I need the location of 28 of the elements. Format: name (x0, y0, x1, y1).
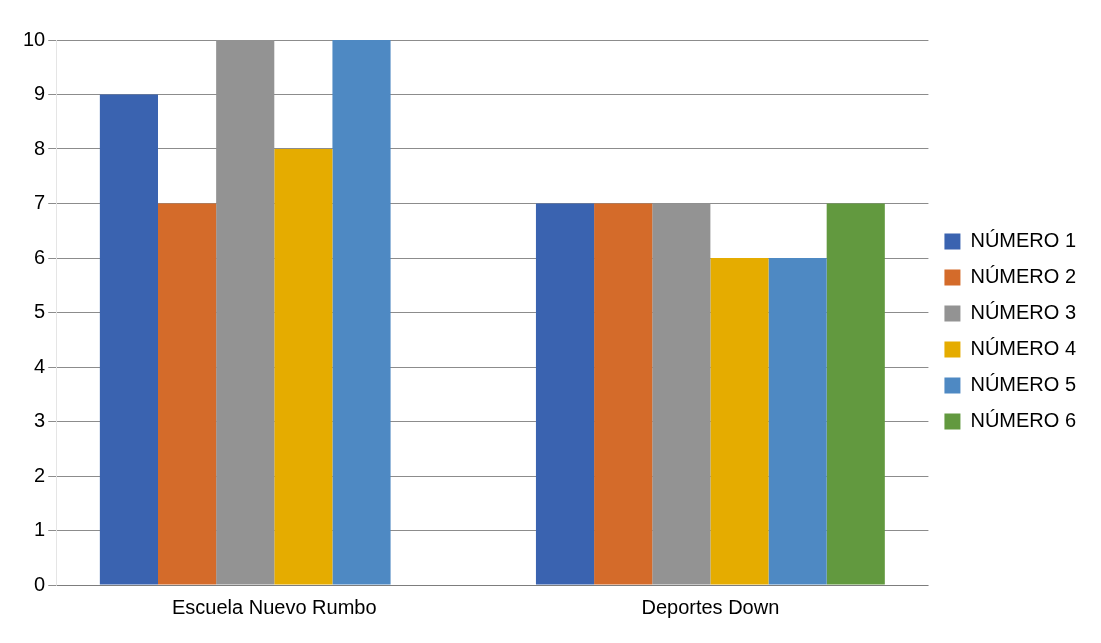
y-tick-label: 9 (34, 82, 46, 105)
bar (332, 40, 391, 585)
bar (768, 258, 827, 585)
y-tick-label: 8 (34, 136, 46, 159)
bar (710, 258, 769, 585)
y-tick-label: 5 (34, 300, 46, 323)
y-tick-label: 0 (34, 572, 46, 595)
bar (274, 149, 333, 585)
y-tick-label: 3 (34, 409, 46, 432)
bar (826, 203, 885, 585)
bar (99, 94, 158, 585)
bar (535, 203, 595, 585)
y-tick-label: 1 (34, 518, 46, 541)
legend-label: NÚMERO 2 (970, 265, 1077, 288)
legend-label: NÚMERO 4 (970, 337, 1077, 360)
y-tick-label: 7 (34, 191, 46, 214)
legend-label: NÚMERO 6 (970, 409, 1077, 432)
y-tick-label: 6 (34, 245, 46, 268)
bar (158, 203, 217, 585)
y-tick-label: 4 (34, 354, 46, 377)
bar (594, 203, 653, 585)
y-tick-label: 2 (34, 463, 46, 486)
x-tick-label: Escuela Nuevo Rumbo (172, 595, 377, 618)
legend-label: NÚMERO 1 (970, 229, 1077, 252)
y-tick-label: 10 (23, 27, 46, 50)
x-tick-label: Deportes Down (641, 595, 780, 618)
legend-label: NÚMERO 5 (970, 373, 1077, 396)
legend-label: NÚMERO 3 (970, 301, 1077, 324)
